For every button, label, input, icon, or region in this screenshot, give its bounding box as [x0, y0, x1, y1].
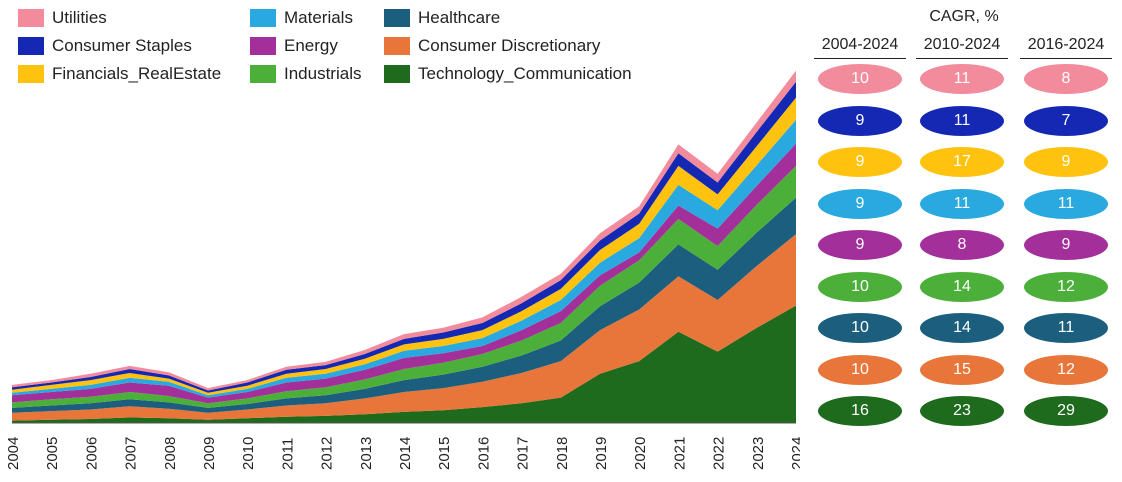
legend-label: Consumer Discretionary — [418, 36, 601, 55]
legend-label: Utilities — [52, 8, 107, 27]
cagr-table: CAGR, % 2004-2024 2010-2024 2016-2024 10 11… — [806, 6, 1122, 482]
legend-item: Utilities — [18, 8, 107, 28]
cagr-value-pill: 11 — [1024, 188, 1108, 219]
x-tick-label: 2024 — [789, 437, 800, 470]
cagr-value-pill: 11 — [1024, 313, 1108, 343]
x-tick-label: 2010 — [240, 437, 257, 470]
legend-item: Materials — [250, 8, 353, 28]
legend-label: Materials — [284, 8, 353, 27]
cagr-value-pill: 23 — [920, 396, 1004, 426]
cagr-column-underline — [814, 58, 906, 59]
legend-item: Energy — [250, 36, 338, 56]
x-tick-label: 2017 — [515, 437, 532, 470]
cagr-value-pill: 10 — [818, 271, 902, 302]
legend-swatch — [18, 65, 44, 83]
legend-swatch — [18, 37, 44, 55]
cagr-value-pill: 9 — [818, 188, 902, 219]
cagr-value-pill: 12 — [1024, 354, 1108, 385]
cagr-value-pill: 8 — [920, 230, 1004, 260]
cagr-title: CAGR, % — [929, 8, 999, 25]
x-tick-labels: 2004 2005 2006 2007 2008 2009 2010 2011 2012 2013… — [5, 437, 800, 470]
area-technology-communication — [12, 305, 796, 423]
legend-label: Consumer Staples — [52, 36, 192, 55]
cagr-value-pill: 10 — [818, 313, 902, 343]
legend-label: Energy — [284, 36, 338, 55]
legend-label: Healthcare — [418, 8, 501, 27]
legend-swatch — [384, 9, 410, 27]
x-tick-label: 2016 — [475, 437, 492, 470]
cagr-column-header: 2010-2024 — [923, 36, 1001, 53]
legend-swatch — [250, 65, 276, 83]
cagr-column-underline — [1020, 58, 1112, 59]
cagr-value-pill: 14 — [920, 271, 1004, 302]
cagr-column-underline — [916, 58, 1008, 59]
cagr-value-pill: 14 — [920, 313, 1004, 343]
stacked-area-chart: 2004 2005 2006 2007 2008 2009 2010 2011 2012 2013… — [5, 70, 800, 470]
area-consumer-discretionary — [12, 234, 796, 421]
area-healthcare — [12, 197, 796, 413]
cagr-value-pill: 10 — [818, 354, 902, 385]
legend-swatch — [18, 9, 44, 27]
x-tick-label: 2011 — [279, 438, 296, 470]
x-tick-label: 2012 — [319, 437, 336, 470]
cagr-value-pill: 9 — [1024, 230, 1108, 260]
legend-swatch — [250, 37, 276, 55]
x-tick-label: 2015 — [436, 437, 453, 470]
legend: Utilities Materials Healthcare Consumer Sta… — [18, 8, 678, 88]
legend-label: Industrials — [284, 64, 362, 83]
cagr-value-pill: 10 — [818, 64, 902, 94]
cagr-value-pill: 11 — [920, 64, 1004, 94]
cagr-value-pill: 7 — [1024, 105, 1108, 136]
x-tick-label: 2021 — [671, 437, 688, 470]
x-tick-label: 2005 — [44, 437, 61, 470]
x-tick-label: 2004 — [5, 437, 22, 470]
legend-item: Consumer Discretionary — [384, 36, 600, 56]
legend-label: Technology_Communication — [418, 64, 632, 83]
x-tick-label: 2009 — [201, 437, 218, 470]
legend-swatch — [384, 65, 410, 83]
x-tick-label: 2006 — [83, 437, 100, 470]
legend-item: Healthcare — [384, 8, 500, 28]
x-tick-label: 2019 — [593, 437, 610, 470]
legend-item: Technology_Communication — [384, 64, 632, 84]
cagr-value-pill: 9 — [818, 105, 902, 136]
cagr-value-pill: 12 — [1024, 271, 1108, 302]
cagr-value-pill: 9 — [818, 147, 902, 177]
cagr-value-pill: 17 — [920, 147, 1004, 177]
x-tick-label: 2007 — [123, 437, 140, 470]
x-tick-label: 2020 — [632, 437, 649, 470]
cagr-value-pill: 9 — [1024, 147, 1108, 177]
legend-swatch — [250, 9, 276, 27]
legend-item: Industrials — [250, 64, 361, 84]
x-tick-label: 2018 — [554, 437, 571, 470]
x-tick-label: 2022 — [711, 437, 728, 470]
x-tick-label: 2008 — [162, 437, 179, 470]
x-tick-label: 2023 — [750, 437, 767, 470]
cagr-value-pill: 29 — [1024, 396, 1108, 426]
legend-item: Financials_RealEstate — [18, 64, 221, 84]
cagr-value-pill: 11 — [920, 188, 1004, 219]
cagr-column-header: 2016-2024 — [1027, 36, 1105, 53]
legend-swatch — [384, 37, 410, 55]
cagr-column-header: 2004-2024 — [821, 36, 899, 53]
area-series-group — [12, 70, 796, 423]
legend-item: Consumer Staples — [18, 36, 192, 56]
cagr-value-pill: 15 — [920, 354, 1004, 385]
cagr-value-pill: 11 — [920, 105, 1004, 136]
cagr-value-pill: 9 — [818, 230, 902, 260]
legend-label: Financials_RealEstate — [52, 64, 222, 83]
cagr-value-pill: 16 — [818, 396, 902, 426]
x-tick-label: 2013 — [358, 437, 375, 470]
cagr-value-pill: 8 — [1024, 64, 1108, 94]
x-tick-label: 2014 — [397, 437, 414, 470]
